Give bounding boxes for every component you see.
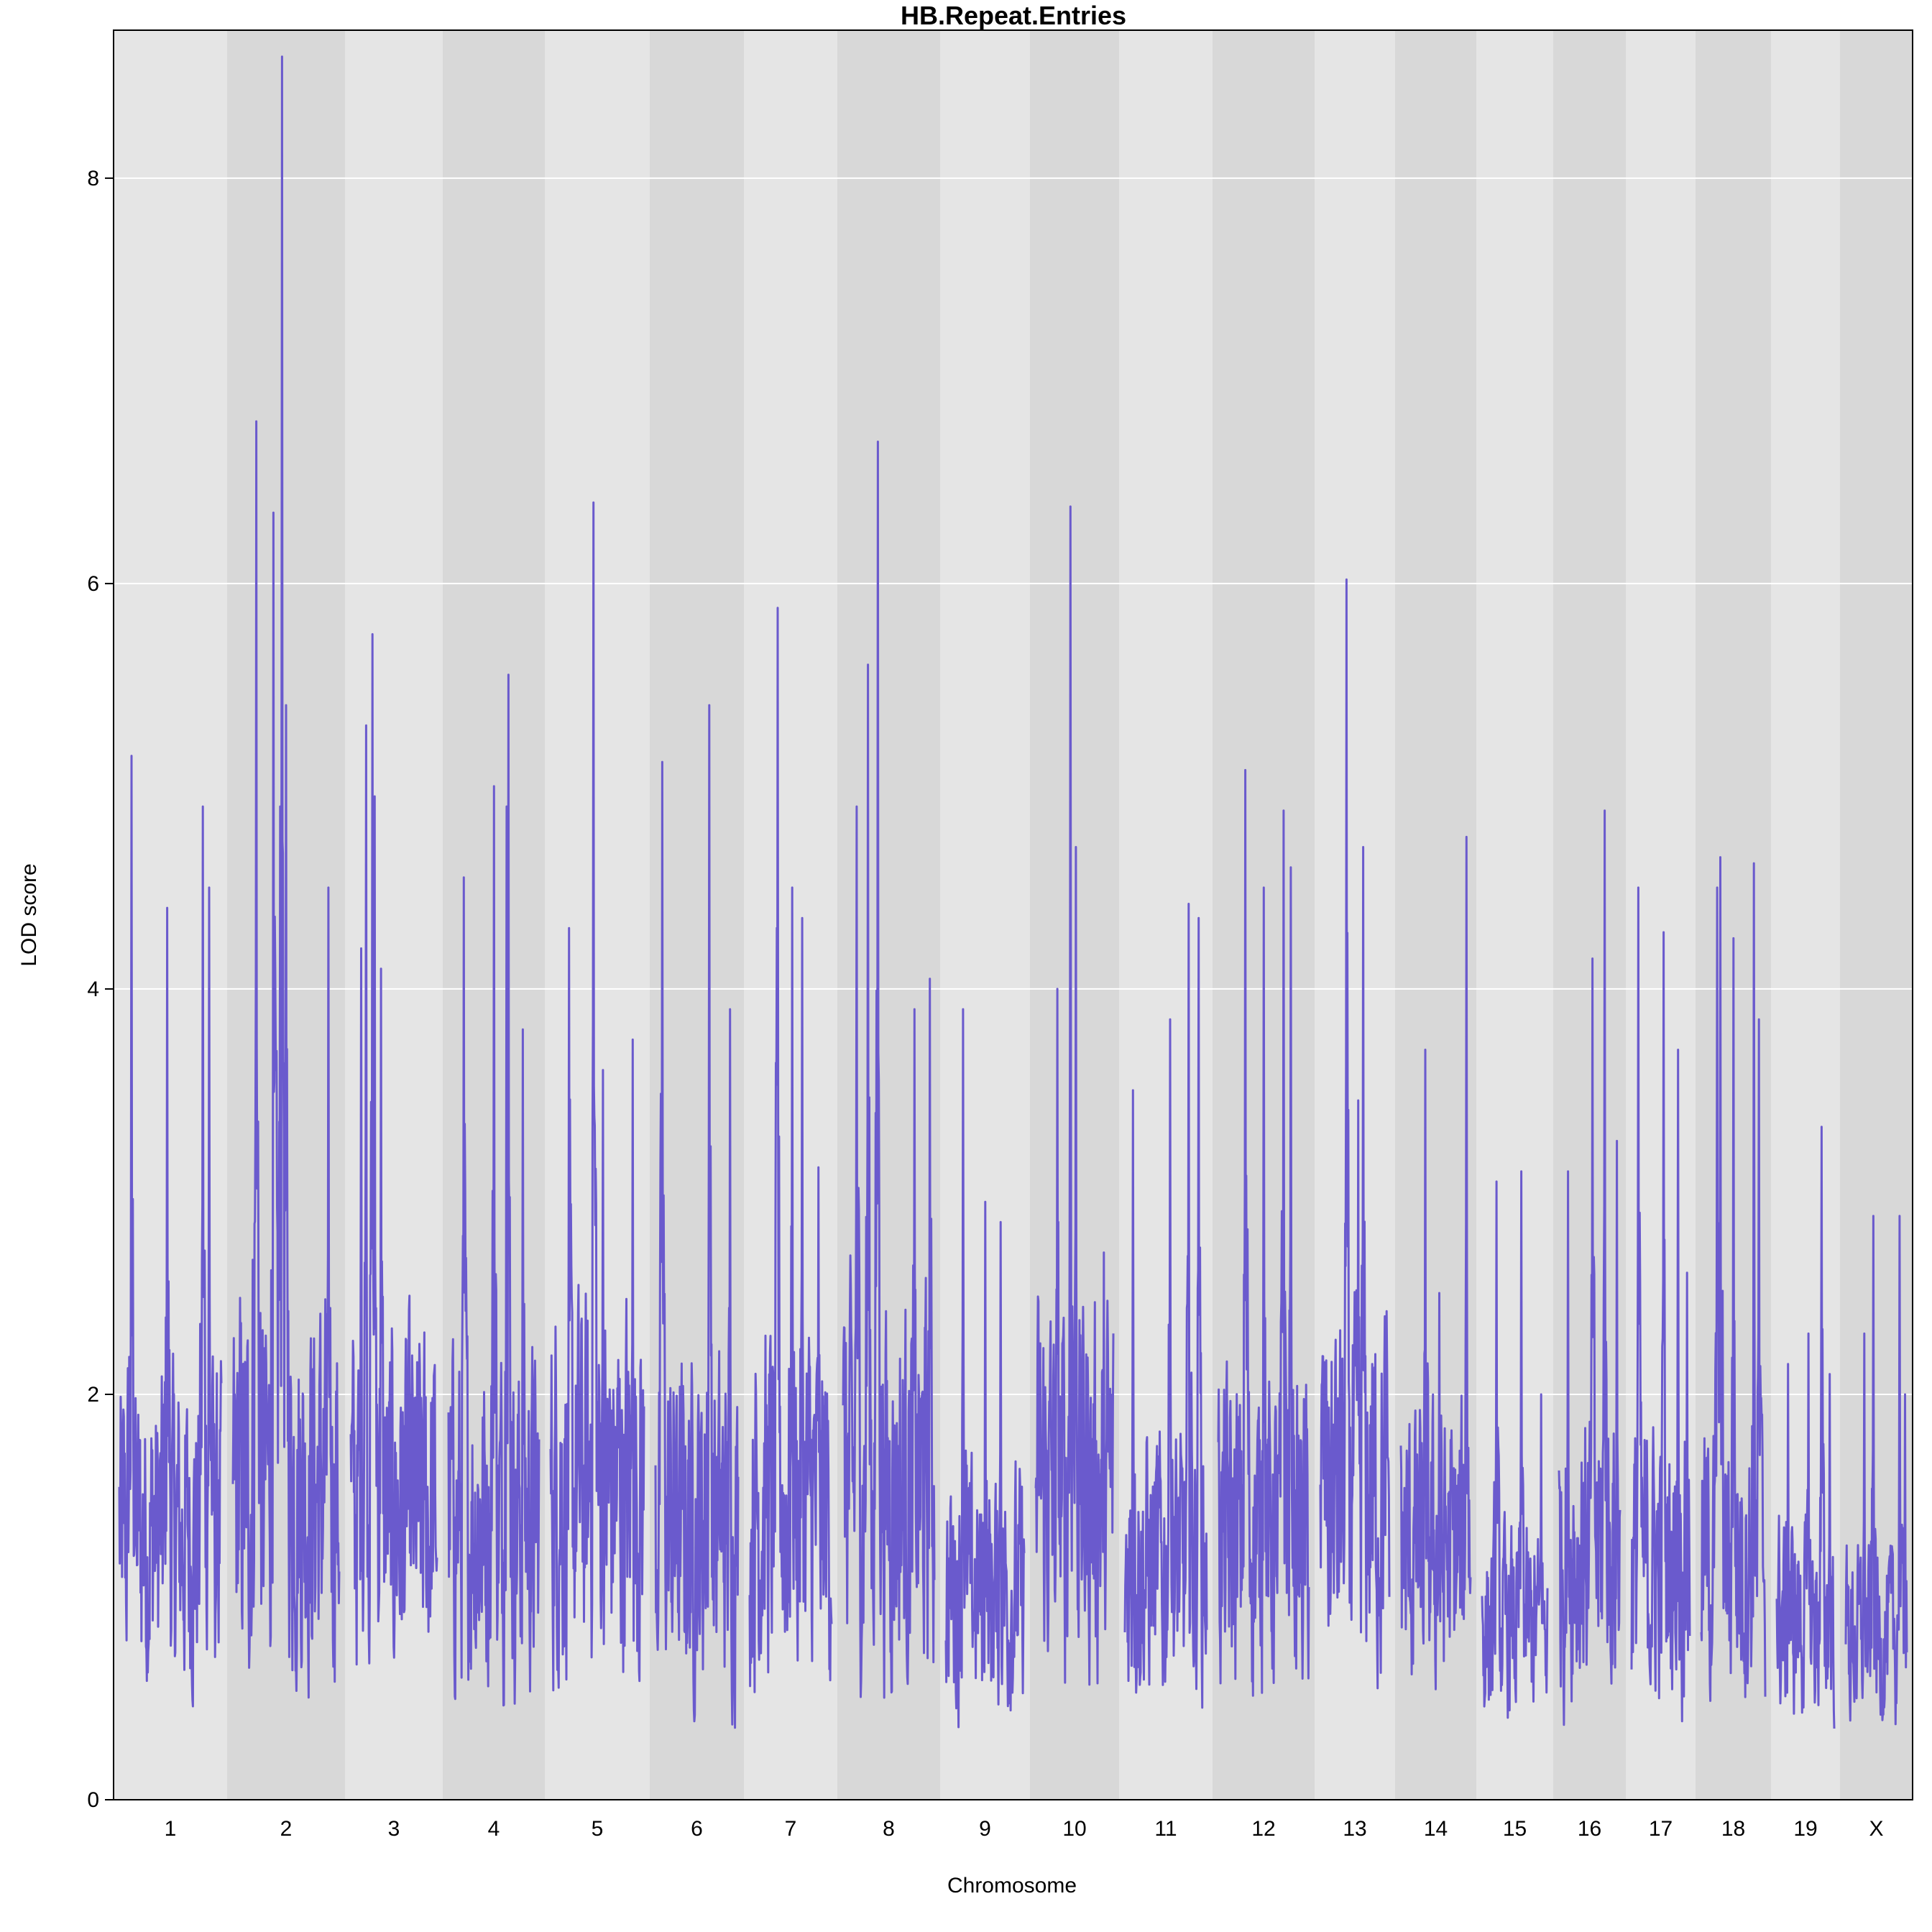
lod-trace-chr-4 — [447, 673, 540, 1707]
y-tick-label-6: 6 — [87, 572, 99, 596]
lod-trace-chr-9 — [944, 1008, 1026, 1729]
lod-trace-chr-17 — [1630, 886, 1691, 1723]
lod-trace-chr-3 — [349, 632, 438, 1666]
x-tick-label-chr-9: 9 — [979, 1817, 991, 1841]
lod-trace-chr-2 — [231, 55, 341, 1699]
lod-trace-chr-16 — [1558, 809, 1622, 1726]
y-tick-label-8: 8 — [87, 167, 99, 190]
x-tick-label-chr-13: 13 — [1343, 1817, 1366, 1841]
y-tick-label-4: 4 — [87, 978, 99, 1001]
lod-trace-chr-7 — [748, 607, 833, 1693]
lod-trace-chr-18 — [1700, 856, 1767, 1702]
lod-trace-chr-14 — [1399, 835, 1472, 1690]
x-tick-label-chr-X: X — [1869, 1817, 1883, 1841]
x-tick-label-chr-3: 3 — [388, 1817, 400, 1841]
x-tick-label-chr-1: 1 — [165, 1817, 177, 1841]
lod-trace-chr-8 — [842, 441, 936, 1699]
x-tick-label-chr-17: 17 — [1649, 1817, 1673, 1841]
x-tick-label-chr-16: 16 — [1578, 1817, 1601, 1841]
lod-trace-chr-X — [1844, 1215, 1908, 1726]
x-tick-label-chr-5: 5 — [592, 1817, 604, 1841]
lod-trace-chr-13 — [1319, 578, 1391, 1690]
x-axis-label: Chromosome — [947, 1874, 1077, 1898]
lod-trace-chr-5 — [549, 501, 645, 1692]
lod-trace-chr-1 — [118, 755, 223, 1708]
x-tick-label-chr-10: 10 — [1062, 1817, 1086, 1841]
x-tick-label-chr-11: 11 — [1154, 1817, 1177, 1841]
y-tick-label-2: 2 — [87, 1383, 99, 1407]
y-tick-label-0: 0 — [87, 1788, 99, 1812]
x-tick-label-chr-6: 6 — [691, 1817, 703, 1841]
chart-title: HB.Repeat.Entries — [901, 1, 1126, 30]
x-tick-label-chr-12: 12 — [1251, 1817, 1275, 1841]
x-tick-label-chr-18: 18 — [1721, 1817, 1745, 1841]
lod-series — [118, 55, 1908, 1729]
y-axis-label: LOD score — [17, 863, 41, 966]
plot-frame — [113, 29, 1913, 1800]
lod-trace-chr-11 — [1123, 903, 1208, 1709]
x-tick-label-chr-2: 2 — [280, 1817, 293, 1841]
x-tick-label-chr-8: 8 — [883, 1817, 895, 1841]
lod-trace-chr-19 — [1775, 1126, 1836, 1729]
lod-trace-chr-10 — [1034, 505, 1115, 1686]
x-tick-label-chr-15: 15 — [1503, 1817, 1527, 1841]
x-tick-label-chr-4: 4 — [488, 1817, 500, 1841]
x-tick-label-chr-7: 7 — [785, 1817, 797, 1841]
x-axis: 1 2 3 4 5 6 7 8 9 10 11 12 13 14 15 16 17 18 19 X — [165, 1817, 1884, 1841]
lod-trace-chr-6 — [654, 704, 740, 1729]
x-tick-label-chr-14: 14 — [1424, 1817, 1448, 1841]
lod-trace-chr-15 — [1481, 1170, 1549, 1719]
y-axis: 0 2 4 6 8 — [87, 167, 114, 1812]
lod-trace-chr-12 — [1217, 768, 1310, 1697]
x-tick-label-chr-19: 19 — [1793, 1817, 1817, 1841]
